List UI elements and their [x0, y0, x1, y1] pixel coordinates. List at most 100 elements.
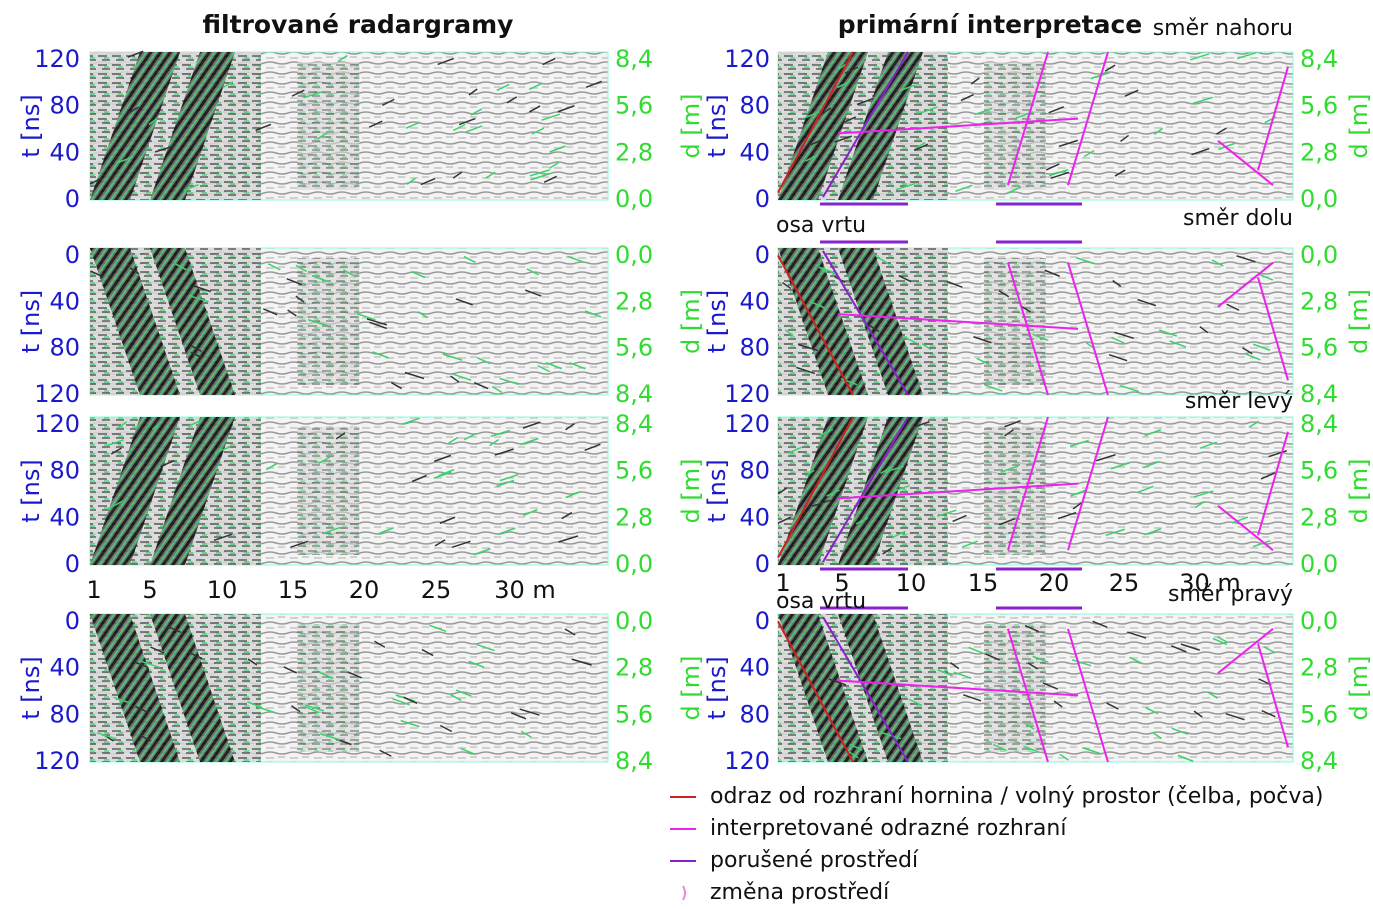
time-tick-label: 80 [739, 457, 770, 485]
radar-stripe [1048, 169, 1069, 177]
radar-stripe [405, 121, 421, 129]
depth-tick-label: 8,4 [1300, 45, 1338, 73]
radar-stripe [903, 336, 917, 344]
radar-stripe [263, 308, 278, 316]
depth-tick-label: 2,8 [1300, 654, 1338, 682]
radar-stripe [1199, 441, 1218, 449]
radar-stripe [1211, 259, 1224, 267]
radar-stripe [139, 734, 152, 742]
radar-stripe [110, 447, 122, 455]
radar-stripe [1053, 700, 1063, 708]
radar-stripe [499, 377, 519, 386]
radar-stripe [519, 708, 540, 716]
distance-tick-label: 15 [968, 569, 999, 597]
time-axis-label: t [ns] [17, 656, 45, 719]
radar-stripe [213, 533, 233, 542]
radar-stripe [787, 446, 802, 454]
radar-stripe [356, 312, 376, 321]
radar-stripe [1059, 753, 1070, 761]
radar-stripe [869, 324, 880, 333]
radar-stripe [463, 433, 477, 441]
distance-tick-label: 10 [207, 576, 238, 604]
radar-stripe [970, 77, 980, 85]
radar-stripe [1004, 420, 1021, 428]
radar-stripe [558, 535, 579, 543]
depth-axis-label: d [m] [1345, 94, 1373, 159]
reflector-line [1007, 416, 1049, 551]
radar-stripe [406, 177, 416, 185]
radar-stripe [439, 724, 453, 733]
radar-stripe [1032, 655, 1049, 664]
radar-stripe [116, 421, 127, 429]
radar-stripe [1110, 462, 1130, 470]
radar-stripe [1072, 502, 1082, 510]
depth-tick-label: 5,6 [1300, 334, 1338, 362]
radar-stripe [782, 281, 792, 290]
radar-stripe [214, 446, 231, 454]
radar-stripe [998, 290, 1010, 298]
radar-stripe [1095, 454, 1116, 462]
radar-stripe [465, 125, 483, 133]
distance-tick-label: 20 [1039, 569, 1070, 597]
radar-stripe [96, 732, 117, 740]
radar-stripe [1007, 186, 1022, 194]
rock-boundary-line [777, 416, 854, 559]
radar-stripe [222, 81, 234, 89]
radar-stripe [499, 473, 519, 482]
reflector-line [822, 51, 909, 198]
radar-stripe [992, 743, 1007, 752]
radar-stripe [1112, 279, 1122, 288]
legend-label: porušené prostředí [710, 848, 919, 873]
reflector-line [1217, 505, 1274, 551]
radar-stripe [537, 364, 551, 373]
radar-stripe [322, 526, 341, 535]
radar-stripe [411, 474, 427, 483]
time-tick-label: 40 [739, 654, 770, 682]
radar-stripe [247, 701, 263, 709]
radar-stripe [420, 177, 436, 186]
radar-stripe [266, 462, 278, 471]
reflection-band [150, 417, 235, 565]
reflection-band [150, 614, 235, 762]
radar-stripe [530, 173, 550, 181]
time-tick-label: 0 [755, 185, 770, 213]
radar-stripe [303, 90, 323, 99]
time-tick-label: 40 [739, 503, 770, 531]
radar-stripe [1105, 528, 1125, 536]
time-tick-label: 120 [724, 380, 770, 408]
radar-stripe [1082, 747, 1101, 755]
radar-stripe [463, 255, 476, 264]
radar-stripe [1075, 256, 1096, 265]
time-tick-label: 0 [755, 607, 770, 635]
radar-stripe [1158, 329, 1178, 337]
direction-label: směr levý [1185, 389, 1293, 414]
radar-stripe [526, 268, 539, 276]
time-tick-label: 40 [49, 654, 80, 682]
radar-stripe [190, 344, 202, 353]
time-tick-label: 80 [739, 334, 770, 362]
radar-stripe [543, 175, 557, 184]
rock-boundary-line [777, 51, 854, 194]
radar-stripe [1124, 89, 1139, 97]
reflector-line [1217, 140, 1274, 186]
radar-stripe [267, 263, 281, 271]
radar-stripe [1192, 96, 1213, 105]
time-axis-label: t [ns] [703, 94, 731, 157]
radar-stripe [491, 385, 503, 394]
rock-boundary-line [777, 620, 854, 763]
depth-tick-label: 0,0 [1300, 185, 1338, 213]
depth-tick-label: 5,6 [1300, 92, 1338, 120]
depth-tick-label: 0,0 [615, 550, 653, 578]
reflector-line [1067, 51, 1109, 186]
reflector-line [822, 616, 909, 763]
radar-stripe [1114, 331, 1134, 340]
radar-stripe [366, 318, 388, 326]
reflection-band [838, 614, 923, 762]
radar-stripe [304, 705, 320, 714]
depth-axis-label: d [m] [677, 94, 705, 159]
radar-stripe [810, 301, 826, 309]
time-axis-label: t [ns] [703, 290, 731, 353]
radar-stripe [1218, 142, 1235, 151]
reflector-line [837, 482, 1079, 500]
